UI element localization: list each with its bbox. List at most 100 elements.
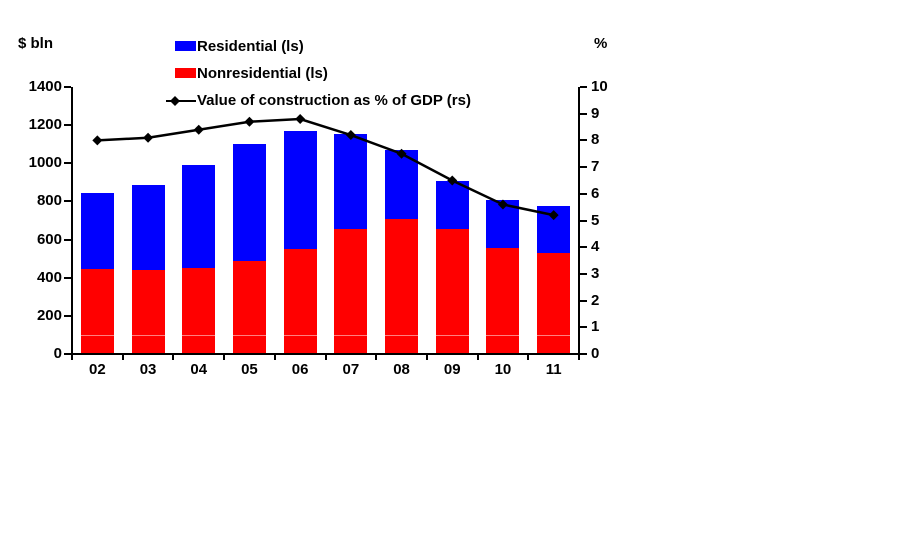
diamond-marker-08: [396, 148, 407, 159]
legend-label-gdp-line: Value of construction as % of GDP (rs): [197, 92, 471, 109]
bar-residential-02: [80, 192, 114, 270]
bar-residential-03: [131, 185, 165, 271]
right-axis-label-7: 7: [591, 158, 600, 176]
line-diamond-marker-icon: [166, 96, 196, 106]
left-axis-tick-400: [64, 276, 71, 279]
left-axis-label-1400: 1400: [28, 78, 62, 95]
diamond-marker-02: [92, 135, 103, 146]
right-axis-label-8: 8: [591, 131, 600, 149]
nonresidential-swatch: [175, 68, 196, 78]
bar-residential-09: [435, 181, 469, 230]
axis-line: [71, 87, 73, 355]
left-axis-label-1000: 1000: [28, 154, 62, 172]
x-axis-label-05: 05: [241, 361, 258, 378]
right-axis-label-10: 10: [591, 78, 608, 95]
bar-nonresidential-10: [486, 248, 520, 354]
diamond-marker-03: [143, 132, 154, 143]
bar-residential-06: [283, 130, 317, 250]
x-axis-label-11: 11: [545, 361, 562, 378]
right-axis-label-6: 6: [591, 184, 600, 202]
right-axis-label-2: 2: [591, 291, 600, 309]
x-axis-label-04: 04: [190, 361, 208, 378]
right-axis-label-4: 4: [591, 238, 600, 256]
right-axis-tick-10: [580, 86, 587, 88]
x-axis-label-08: 08: [393, 361, 410, 378]
right-axis-tick-7: [580, 166, 587, 169]
x-axis-label-06: 06: [291, 361, 309, 378]
bar-nonresidential-07: [334, 229, 368, 354]
right-axis-tick-8: [580, 139, 587, 142]
x-axis-tick-5: [324, 354, 327, 360]
x-axis-tick-2: [172, 354, 175, 360]
right-axis-label-9: 9: [591, 104, 600, 122]
diamond-marker-09: [447, 175, 458, 186]
bar-residential-08: [385, 149, 419, 219]
diamond-marker-05: [244, 116, 255, 127]
x-axis-tick-0: [71, 354, 73, 360]
left-axis-label-0: 0: [53, 345, 62, 362]
left-axis-label-1200: 1200: [28, 116, 62, 134]
axis-line: [578, 87, 580, 355]
bar-nonresidential-09: [435, 229, 469, 354]
diamond-marker-07: [345, 130, 356, 141]
x-axis-tick-7: [425, 354, 428, 360]
right-axis-tick-4: [580, 246, 587, 249]
right-axis-label-0: 0: [591, 345, 600, 362]
bar-nonresidential-11: [537, 252, 571, 354]
right-axis-tick-5: [580, 219, 587, 222]
left-axis-tick-600: [64, 238, 71, 241]
bar-nonresidential-06: [283, 249, 317, 354]
right-axis-tick-9: [580, 112, 587, 115]
bar-residential-04: [182, 165, 216, 269]
x-axis-tick-10: [578, 354, 580, 360]
bar-nonresidential-05: [232, 260, 266, 354]
x-axis-tick-8: [476, 354, 479, 360]
left-axis-label-200: 200: [36, 306, 62, 324]
plot-area: [64, 86, 587, 360]
diamond-marker-11: [548, 210, 559, 221]
residential-swatch: [175, 41, 196, 51]
bar-residential-07: [334, 133, 368, 230]
x-axis-tick-9: [527, 354, 530, 360]
right-axis-tick-1: [580, 326, 587, 329]
soft-line-100: [72, 334, 579, 336]
x-axis-tick-1: [121, 354, 124, 360]
right-axis-unit-label: %: [594, 35, 608, 52]
right-axis-label-5: 5: [591, 211, 600, 229]
left-axis-tick-1400: [64, 86, 71, 88]
left-axis-unit-label: $ bln: [18, 35, 54, 52]
x-axis-label-03: 03: [139, 361, 157, 378]
gdp-line-series: [92, 114, 559, 221]
left-axis-tick-1200: [64, 124, 71, 127]
bar-nonresidential-04: [182, 268, 216, 354]
left-axis-tick-200: [64, 314, 71, 317]
x-axis-tick-6: [375, 354, 378, 360]
left-axis-tick-1000: [64, 162, 71, 165]
left-axis-label-400: 400: [36, 268, 62, 286]
x-axis-tick-3: [223, 354, 226, 360]
bar-nonresidential-08: [385, 218, 419, 354]
diamond-marker-04: [193, 124, 204, 135]
bar-nonresidential-03: [131, 270, 165, 354]
x-axis-label-07: 07: [342, 361, 360, 378]
x-axis-label-09: 09: [443, 361, 461, 378]
right-axis-tick-6: [580, 192, 587, 195]
left-axis-tick-0: [64, 353, 71, 355]
left-axis-label-600: 600: [36, 230, 62, 248]
bar-nonresidential-02: [80, 269, 114, 354]
x-axis-tick-4: [273, 354, 276, 360]
legend-label-nonresidential: Nonresidential (ls): [197, 65, 328, 82]
right-axis-tick-0: [580, 353, 587, 355]
right-axis-tick-3: [580, 272, 587, 275]
diamond-marker-10: [497, 199, 508, 210]
left-axis-label-800: 800: [36, 192, 62, 210]
diamond-marker-06: [295, 114, 306, 125]
left-axis-tick-800: [64, 200, 71, 203]
bar-residential-05: [232, 144, 266, 261]
right-axis-tick-2: [580, 299, 587, 302]
right-axis-label-3: 3: [591, 264, 600, 282]
x-axis-label-10: 10: [494, 361, 512, 378]
right-axis-label-1: 1: [591, 318, 600, 336]
x-axis-label-02: 02: [89, 361, 106, 378]
